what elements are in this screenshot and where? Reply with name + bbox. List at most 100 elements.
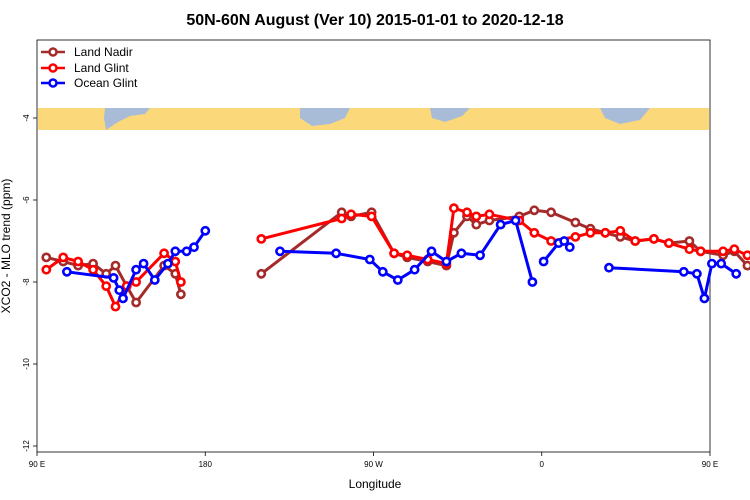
data-point-land-glint [101,281,112,291]
data-point-ocean-glint [699,293,710,304]
data-point-land-nadir [546,207,556,218]
data-point-land-glint [159,248,169,259]
data-point-land-glint [73,256,83,267]
y-tick-label: -4 [22,114,31,122]
data-point-ocean-glint [559,236,570,246]
map-land-americas [104,108,150,130]
data-point-land-glint [664,238,674,248]
data-point-land-glint [336,213,347,224]
data-point-ocean-glint [495,219,506,230]
series-layer [41,203,750,312]
data-point-land-glint [546,236,556,246]
y-tick-label: -12 [22,440,31,452]
data-point-ocean-glint [108,272,119,283]
data-point-land-glint [471,211,482,222]
data-point-ocean-glint [731,268,742,279]
map-land-hudson [300,108,350,126]
map-land-europe [430,108,470,122]
data-point-ocean-glint [475,250,485,261]
map-land-pacific [600,108,650,124]
data-point-ocean-glint [170,246,181,257]
data-point-ocean-glint [409,264,420,275]
data-point-land-glint [175,277,186,287]
data-point-ocean-glint [62,266,72,277]
legend-item-land-nadir: Land Nadir [41,45,133,59]
x-tick-label: 90 E [702,460,718,469]
data-point-ocean-glint [331,248,341,259]
world-map-band [38,108,709,130]
data-point-ocean-glint [149,275,160,285]
data-point-land-nadir [131,297,141,308]
data-point-ocean-glint [456,248,467,259]
x-tick-label: 180 [199,460,213,469]
data-point-ocean-glint [564,242,575,253]
data-point-ocean-glint [707,258,717,269]
data-point-land-nadir [570,217,581,228]
data-point-ocean-glint [189,242,199,253]
map-ocean [38,108,709,130]
data-point-land-glint [649,233,659,244]
data-point-land-nadir [256,268,267,279]
x-axis-title: Longitude [349,477,402,491]
data-point-ocean-glint [118,293,128,304]
data-point-land-glint [718,246,728,257]
data-point-ocean-glint [275,246,285,257]
data-point-land-glint [630,236,641,246]
legend-label-land-nadir: Land Nadir [74,45,133,59]
data-point-land-glint [88,264,98,275]
plot-frame [36,39,711,453]
data-point-ocean-glint [604,262,614,273]
data-point-land-glint [366,211,377,222]
data-point-land-glint [484,209,495,220]
data-point-ocean-glint [538,256,549,267]
y-tick-label: -6 [22,196,31,204]
legend-marker-land-glint [48,63,58,73]
legend-label-ocean-glint: Ocean Glint [74,76,138,90]
data-point-land-glint [402,250,413,261]
data-point-ocean-glint [200,225,211,236]
data-point-ocean-glint [114,285,125,296]
data-point-land-glint [448,203,459,214]
x-tick-label: 90 E [29,460,45,469]
data-point-ocean-glint [377,266,388,277]
y-tick-label: -10 [22,358,31,370]
data-point-ocean-glint [426,246,437,257]
legend-item-ocean-glint: Ocean Glint [41,76,138,90]
legend-marker-land-nadir [48,47,58,57]
data-point-land-nadir [41,252,52,263]
data-point-land-glint [346,209,356,220]
x-axis: 90 E 180 90 W 0 90 E [29,452,718,469]
y-axis: -4 -6 -8 -10 -12 [22,114,37,452]
legend-marker-ocean-glint [48,78,58,88]
data-point-ocean-glint [716,258,727,269]
data-point-ocean-glint [441,256,452,267]
data-point-ocean-glint [692,268,702,279]
data-point-land-nadir [471,219,482,230]
legend: Land Nadir Land Glint Ocean Glint [41,45,138,90]
data-point-land-glint [462,207,472,218]
data-point-ocean-glint [527,277,538,287]
data-point-land-nadir [110,260,121,271]
data-point-land-glint [58,252,69,263]
data-point-land-nadir [529,205,540,216]
data-point-ocean-glint [138,258,149,269]
data-point-land-glint [570,231,581,242]
data-point-ocean-glint [131,264,141,275]
data-point-land-glint [585,227,596,238]
data-point-ocean-glint [364,254,375,265]
data-point-land-nadir [684,236,695,246]
legend-label-land-glint: Land Glint [74,61,129,75]
data-point-land-glint [256,233,267,244]
data-point-land-glint [41,264,52,275]
y-axis-title: XCO2 - MLO trend (ppm) [0,179,13,314]
data-point-land-glint [389,248,399,259]
x-tick-label: 90 W [364,460,383,469]
data-point-land-glint [695,246,706,257]
data-point-land-glint [110,301,121,312]
data-point-land-glint [131,277,141,287]
data-point-land-glint [729,244,740,255]
data-point-ocean-glint [162,258,173,269]
data-point-land-glint [615,225,626,236]
series-line-ocean-glint [608,262,738,300]
